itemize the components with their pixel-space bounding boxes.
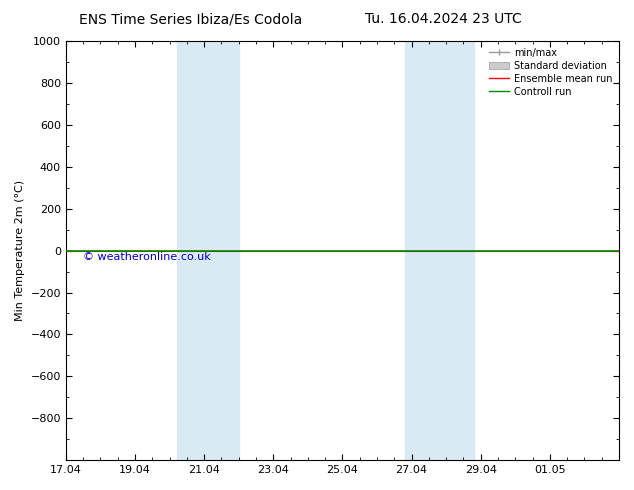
Text: ENS Time Series Ibiza/Es Codola: ENS Time Series Ibiza/Es Codola (79, 12, 302, 26)
Bar (439, 41, 474, 460)
Text: Tu. 16.04.2024 23 UTC: Tu. 16.04.2024 23 UTC (365, 12, 522, 26)
Bar (211, 41, 239, 460)
Bar (176, 41, 211, 460)
Legend: min/max, Standard deviation, Ensemble mean run, Controll run: min/max, Standard deviation, Ensemble me… (486, 44, 616, 100)
Bar (404, 41, 439, 460)
Text: © weatheronline.co.uk: © weatheronline.co.uk (82, 252, 210, 262)
Y-axis label: Min Temperature 2m (°C): Min Temperature 2m (°C) (15, 180, 25, 321)
